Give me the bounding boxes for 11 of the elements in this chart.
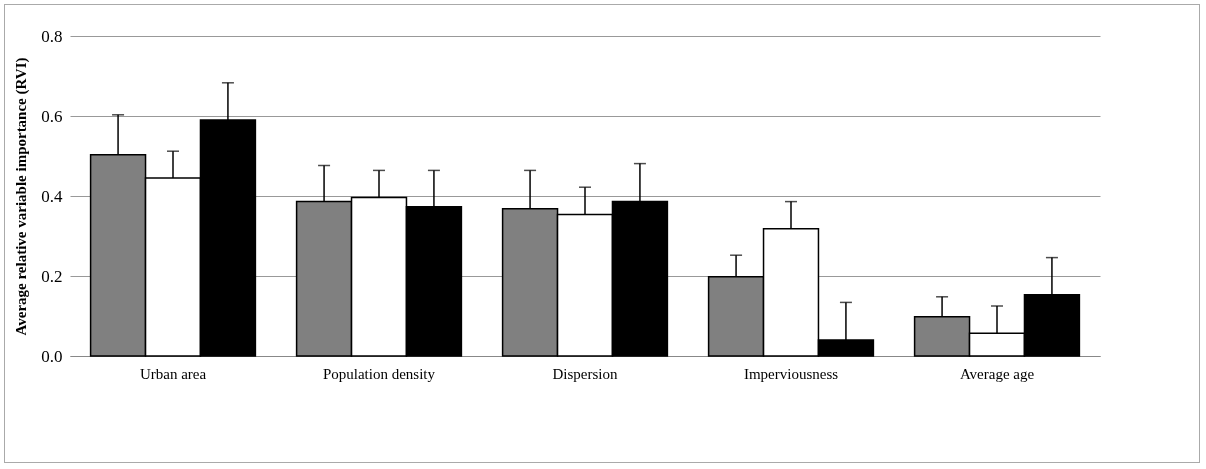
x-tick-label: Average age <box>959 365 1035 382</box>
y-tick-label: 0.0 <box>41 346 63 366</box>
x-tick-label: Imperviousness <box>743 365 839 382</box>
y-tick-label: 0.4 <box>41 186 63 206</box>
x-tick-label: Dispersion <box>552 365 618 382</box>
y-tick-label: 0.8 <box>41 26 63 46</box>
x-tick-label: Urban area <box>139 365 207 382</box>
y-tick-label: 0.6 <box>41 106 63 126</box>
y-tick-label: 0.2 <box>41 266 63 286</box>
x-tick-label: Population density <box>322 365 436 382</box>
y-axis-title: Average relative variable importance (RVI) <box>13 57 31 336</box>
